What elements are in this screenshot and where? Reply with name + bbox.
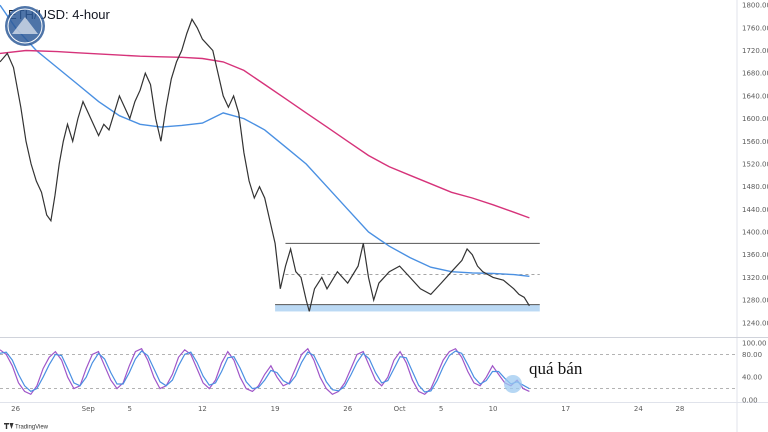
price-tick-label: 1680.00 (742, 70, 768, 78)
rsi-k-line (0, 347, 530, 396)
price-tick-label: 1440.00 (742, 206, 768, 214)
time-tick-label: Oct (394, 405, 406, 413)
ma-slow-line (0, 49, 530, 219)
time-tick-label: 12 (198, 405, 207, 413)
tradingview-logo: TradingView (3, 423, 49, 431)
price-tick-label: 1480.00 (742, 183, 768, 191)
time-tick-label: 5 (439, 405, 443, 413)
price-tick-label: 1560.00 (742, 138, 768, 146)
price-tick-label: 1360.00 (742, 251, 768, 259)
price-tick-label: 1800.00 (742, 2, 768, 10)
price-tick-label: 1240.00 (742, 319, 768, 327)
rsi-tick-label: 40.00 (742, 374, 762, 382)
ma-fast-line (0, 4, 530, 277)
time-tick-label: 28 (675, 405, 684, 413)
time-tick-label: 17 (561, 405, 570, 413)
time-tick-label: 19 (271, 405, 280, 413)
price-line (0, 17, 530, 312)
time-tick-label: 24 (634, 405, 643, 413)
price-panel (0, 0, 737, 337)
price-tick-label: 1600.00 (742, 115, 768, 123)
time-tick-label: 26 (11, 405, 20, 413)
time-tick-label: 10 (489, 405, 498, 413)
price-tick-label: 1720.00 (742, 47, 768, 55)
price-tick-label: 1640.00 (742, 92, 768, 100)
rsi-tick-label: 100.00 (742, 340, 767, 348)
rsi-tick-label: 80.00 (742, 351, 762, 359)
time-tick-label: 5 (128, 405, 132, 413)
time-tick-label: 26 (343, 405, 352, 413)
price-tick-label: 1400.00 (742, 229, 768, 237)
logo-icon (5, 6, 45, 46)
time-tick-label: Sep (82, 405, 96, 413)
brand-label: TradingView (15, 425, 49, 431)
price-tick-label: 1520.00 (742, 160, 768, 168)
rsi-tick-label: 0.00 (742, 397, 758, 405)
oversold-highlight (504, 375, 522, 393)
annotation-label: quá bán (529, 359, 583, 378)
price-tick-label: 1320.00 (742, 274, 768, 282)
support-zone (275, 304, 540, 312)
rsi-d-line (0, 350, 530, 393)
price-tick-label: 1760.00 (742, 24, 768, 32)
price-tick-label: 1280.00 (742, 297, 768, 305)
